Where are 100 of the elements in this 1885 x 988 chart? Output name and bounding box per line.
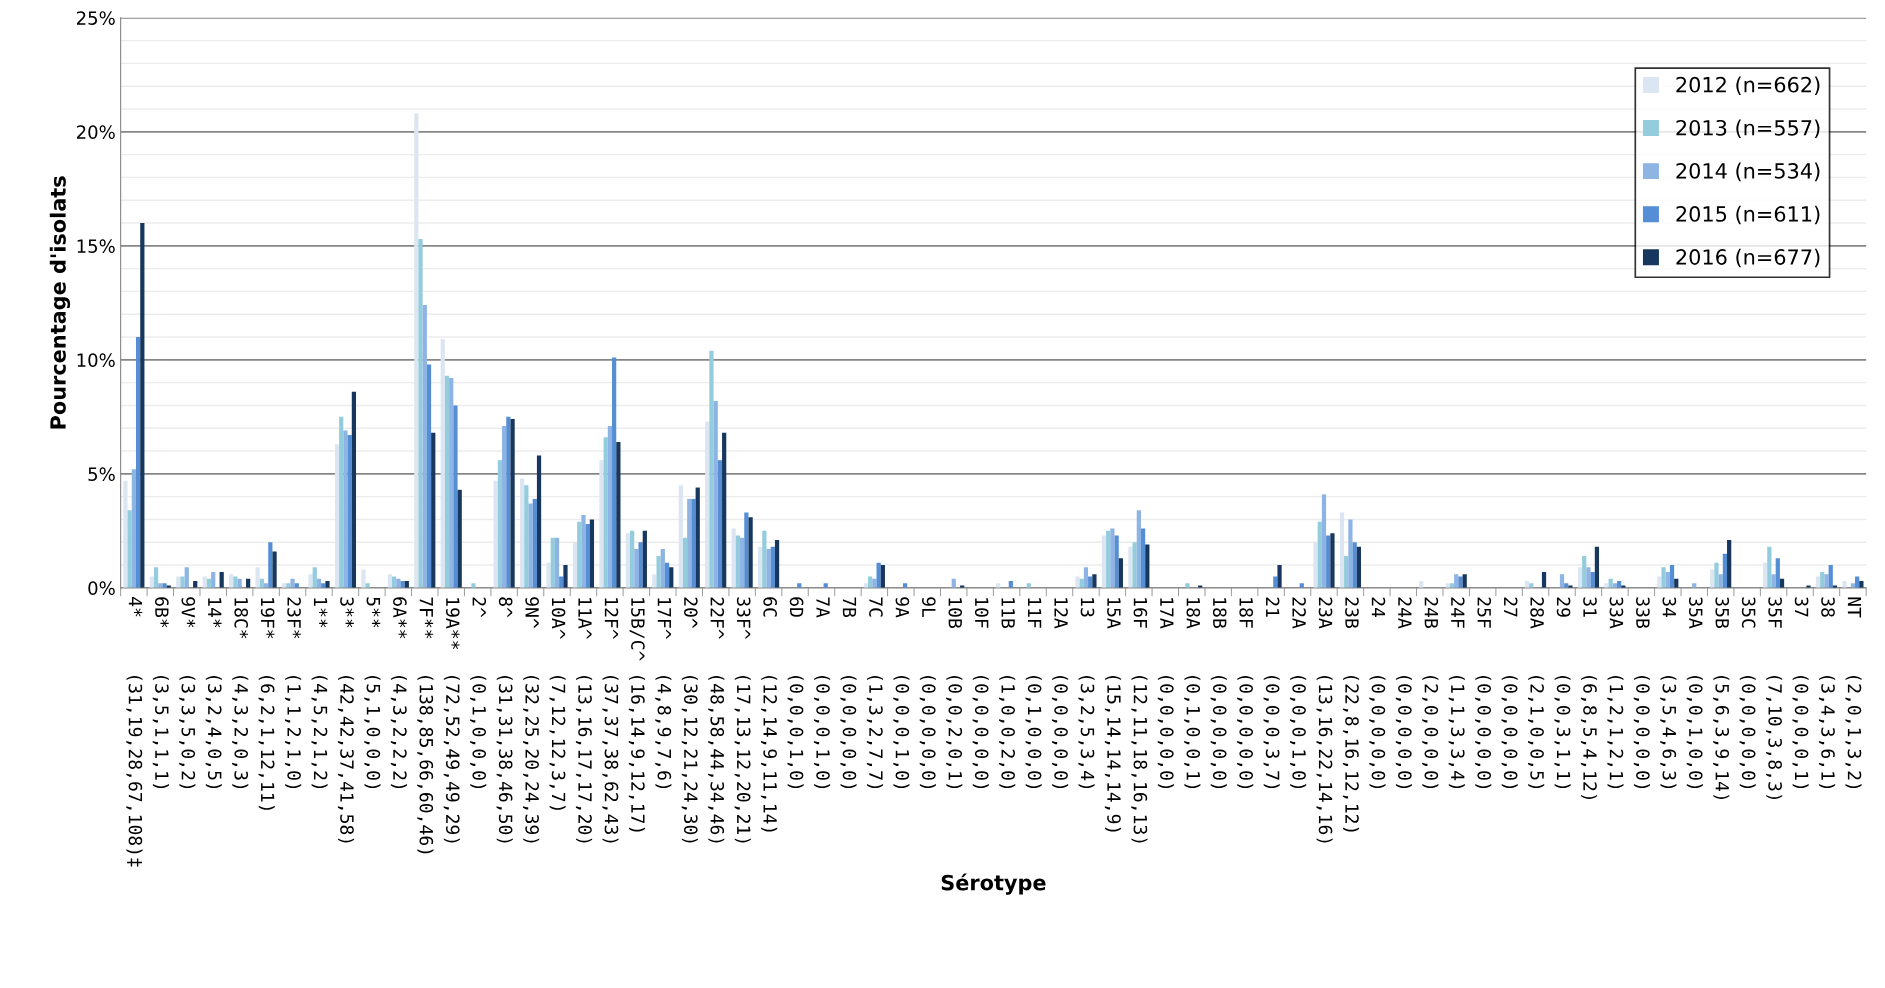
bar xyxy=(1828,565,1833,588)
x-tick-label: 1** (4,5,2,1,2) xyxy=(311,598,328,789)
bar xyxy=(140,223,145,588)
bar xyxy=(334,444,340,588)
bar xyxy=(325,581,330,588)
x-tick-label: 22A (0,0,0,1,0) xyxy=(1289,597,1307,789)
bar xyxy=(1321,494,1327,588)
x-tick-label: 22F^ (48,58,44,34,46) xyxy=(708,597,725,843)
bar xyxy=(162,583,167,588)
bar xyxy=(1604,583,1609,588)
x-tick-label: 34 (3,5,4,6,3) xyxy=(1660,597,1677,789)
y-tick-label: 5% xyxy=(88,467,115,481)
bar xyxy=(1273,576,1278,588)
bar xyxy=(1132,542,1137,588)
x-tick-label: 10F (0,0,0,0,0) xyxy=(972,598,989,789)
bar xyxy=(713,400,718,588)
bar xyxy=(135,337,141,588)
bar xyxy=(1454,574,1459,588)
bar xyxy=(695,487,700,588)
x-tick-label: 23B (22,8,16,12,12) xyxy=(1342,597,1360,832)
bar xyxy=(876,562,881,588)
x-tick-label: 7F** (138,85,66,60,46) xyxy=(417,597,434,854)
bar xyxy=(766,549,771,588)
bar xyxy=(669,567,674,588)
bar xyxy=(1594,546,1600,588)
bar xyxy=(272,551,277,588)
bar xyxy=(233,576,238,588)
legend-label: 2015 (n=611) xyxy=(1676,205,1820,225)
bar xyxy=(607,425,613,588)
x-tick-label: 35C (0,0,0,0,0) xyxy=(1739,597,1756,789)
bar xyxy=(1767,546,1772,588)
x-tick-label: 11A^ (13,16,17,17,20) xyxy=(575,598,593,843)
bar xyxy=(149,576,154,588)
bar xyxy=(1458,576,1463,588)
x-tick-label: 11F (0,1,0,0,0) xyxy=(1025,598,1042,789)
bar xyxy=(519,478,525,588)
bar xyxy=(589,519,595,588)
x-tick-label: 7C (1,3,2,7,7) xyxy=(866,597,884,789)
x-tick-label: 24A (0,0,0,0,0) xyxy=(1395,597,1412,789)
x-tick-label: 9A (0,0,0,1,0) xyxy=(893,597,910,789)
bar xyxy=(585,524,590,588)
bar xyxy=(536,455,542,588)
x-tick-label: 9N^ (32,25,20,24,39) xyxy=(523,597,540,843)
bar xyxy=(1128,546,1133,588)
bar xyxy=(1586,567,1591,588)
bar xyxy=(532,498,537,588)
bar xyxy=(431,432,436,588)
bar xyxy=(444,375,450,588)
x-tick-label: 12A (0,0,0,0,0) xyxy=(1051,598,1069,789)
x-tick-label: 7B (0,0,0,0,0) xyxy=(840,597,857,789)
bar xyxy=(656,555,661,588)
bar xyxy=(1317,521,1322,588)
x-tick-label: 14* (3,2,4,0,5) xyxy=(205,598,222,789)
x-tick-label: 16F (12,11,18,16,13) xyxy=(1131,598,1148,843)
bar xyxy=(180,576,185,588)
x-tick-label: 33A (1,2,1,2,1) xyxy=(1607,597,1624,789)
x-tick-label: 29 (0,0,3,1,1) xyxy=(1554,597,1571,789)
x-tick-label: 31 (6,8,5,4,12) xyxy=(1580,597,1598,799)
x-tick-label: 12F^ (37,37,38,62,43) xyxy=(602,598,619,843)
bar xyxy=(202,576,207,588)
bar xyxy=(664,562,670,588)
bar xyxy=(361,569,366,588)
x-tick-label: 15B/C^ (16,14,9,12,17) xyxy=(628,598,646,832)
x-tick-label: 27 (0,0,0,0,0) xyxy=(1501,597,1518,789)
bar xyxy=(717,460,723,588)
x-tick-label: 6D (0,0,0,1,0) xyxy=(787,597,804,789)
legend-label: 2016 (n=677) xyxy=(1676,248,1820,268)
bar xyxy=(1771,574,1776,588)
bar xyxy=(184,567,189,588)
x-tick-label: 17F^ (4,8,9,7,6) xyxy=(655,598,672,789)
bar xyxy=(440,339,445,588)
bar xyxy=(1092,574,1097,588)
bar xyxy=(577,521,582,588)
bar xyxy=(1824,574,1829,588)
bar xyxy=(554,537,560,588)
x-tick-label: 18A (0,1,0,0,1) xyxy=(1184,598,1201,789)
x-tick-label: 6A** (4,3,2,2,2) xyxy=(390,597,407,789)
bar xyxy=(652,574,657,588)
bar xyxy=(414,113,419,588)
bar xyxy=(1727,539,1732,588)
x-tick-label: 35A (0,0,1,0,0) xyxy=(1686,597,1703,789)
x-tick-label: 17A (0,0,0,0,0) xyxy=(1157,598,1174,789)
bar xyxy=(497,460,503,588)
x-tick-label: 4* (31,19,28,67,108)‡ xyxy=(126,597,143,867)
x-tick-label: 19F* (6,2,1,12,11) xyxy=(258,598,275,810)
bar xyxy=(1815,576,1821,588)
bar xyxy=(774,539,780,588)
bar xyxy=(748,517,753,588)
bar xyxy=(722,432,727,588)
bar xyxy=(1763,562,1768,588)
bar xyxy=(1145,544,1150,588)
bar xyxy=(1101,535,1107,588)
bar xyxy=(1722,553,1728,588)
bar xyxy=(687,498,692,588)
bar xyxy=(1330,533,1335,588)
bar xyxy=(1582,555,1587,588)
y-tick-label: 10% xyxy=(77,353,115,367)
bar xyxy=(510,419,515,588)
bar xyxy=(1106,530,1111,588)
bar xyxy=(1140,528,1146,588)
